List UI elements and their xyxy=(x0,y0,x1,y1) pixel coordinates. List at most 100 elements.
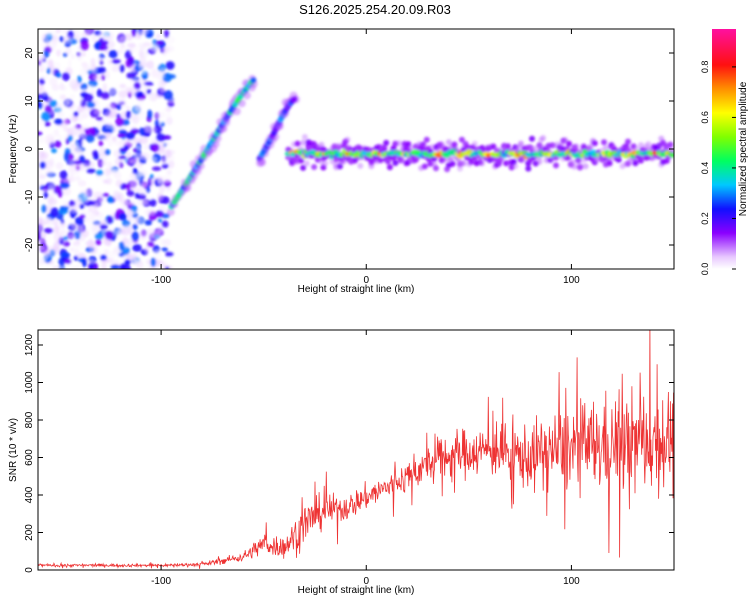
spectrogram-cell xyxy=(70,143,75,148)
spectrogram-cell xyxy=(105,73,111,80)
spectrogram-cell xyxy=(337,163,343,170)
spectrogram-cell xyxy=(99,224,108,230)
spectrogram-cell xyxy=(125,110,132,119)
spectrogram-cell xyxy=(118,228,127,234)
spectrogram-cell xyxy=(156,175,164,184)
spectrogram-cell xyxy=(60,229,67,236)
spectrogram-cell xyxy=(43,191,49,199)
spectrogram-cell xyxy=(668,152,674,158)
spectrogram-cell xyxy=(70,53,75,60)
colorbar-tick-label: 0.8 xyxy=(700,61,710,74)
spectrogram-cell xyxy=(95,169,104,176)
spectrogram-cell xyxy=(118,35,129,45)
spectrogram-cell xyxy=(119,147,128,153)
spectrogram-cell xyxy=(232,107,241,116)
spectrogram-cell xyxy=(50,132,58,139)
spectrogram-cell xyxy=(573,143,580,150)
spectrogram-cell xyxy=(137,199,145,206)
spectrogram-cell xyxy=(344,136,351,143)
spectrogram-cell xyxy=(130,252,137,261)
spectrogram-cell xyxy=(165,251,174,257)
spectrogram-cell xyxy=(114,157,123,167)
spectrogram-y-label: Frequency (Hz) xyxy=(8,115,19,184)
spectrogram-cell xyxy=(135,30,146,36)
spectrogram-cell xyxy=(577,164,583,171)
spectrogram-cell xyxy=(146,60,155,70)
spectrogram-cell xyxy=(96,88,103,98)
spectrogram-cell xyxy=(161,247,169,252)
spectrogram-cell xyxy=(566,140,572,147)
spectrogram-cell xyxy=(87,84,95,94)
spectrogram-cell xyxy=(51,148,57,154)
spectrogram-cell xyxy=(97,66,107,74)
spectrogram-cell xyxy=(49,157,54,167)
spectrogram-cell xyxy=(134,217,144,225)
spectrogram-cell xyxy=(61,187,72,196)
spectrogram-cell xyxy=(85,134,95,143)
spectrogram-x-tick-label: 0 xyxy=(363,275,369,286)
spectrogram-cell xyxy=(146,32,153,38)
snr-series-line xyxy=(38,330,674,569)
spectrogram-cell xyxy=(132,243,142,252)
spectrogram-cell xyxy=(41,111,51,122)
spectrogram-cell xyxy=(143,198,149,206)
spectrogram-cell xyxy=(258,158,267,167)
spectrogram-x-label: Height of straight line (km) xyxy=(298,284,415,295)
spectrogram-cell xyxy=(121,254,126,261)
spectrogram-cell xyxy=(76,244,85,249)
spectrogram-cell xyxy=(447,155,454,162)
spectrogram-cell xyxy=(294,140,301,147)
spectrogram-cell xyxy=(66,234,77,239)
spectrogram-cell xyxy=(53,232,64,243)
spectrogram-cell xyxy=(102,82,108,93)
spectrogram-cell xyxy=(38,83,45,92)
spectrogram-cell xyxy=(55,162,64,170)
spectrogram-cell xyxy=(127,215,133,222)
spectrogram-cell xyxy=(127,226,133,235)
spectrogram-cell xyxy=(69,79,79,89)
spectrogram-cell xyxy=(106,215,113,225)
spectrogram-cell xyxy=(98,147,107,157)
snr-panel: -100 0 100 0 200 400 600 800 1000 1200 Height of… xyxy=(8,329,675,596)
spectrogram-cell xyxy=(525,165,532,172)
spectrogram-cell xyxy=(115,179,123,188)
spectrogram-cell xyxy=(74,175,81,182)
snr-x-tick-label: 0 xyxy=(363,576,369,587)
spectrogram-y-ticks: -20 -10 0 10 20 xyxy=(24,47,674,252)
spectrogram-cell xyxy=(45,217,54,226)
spectrogram-cell xyxy=(146,208,157,215)
spectrogram-cell xyxy=(48,194,54,204)
spectrogram-cell xyxy=(144,245,150,254)
spectrogram-cell xyxy=(575,157,582,164)
spectrogram-cell xyxy=(158,80,164,89)
spectrogram-cell xyxy=(147,227,155,232)
spectrogram-cell xyxy=(85,187,93,196)
spectrogram-cell xyxy=(38,131,43,136)
spectrogram-cell xyxy=(45,169,55,176)
spectrogram-cell xyxy=(71,115,78,123)
spectrogram-cell xyxy=(44,121,51,127)
spectrogram-cell xyxy=(87,200,96,206)
spectrogram-cell xyxy=(70,204,77,214)
spectrogram-cell xyxy=(166,169,172,176)
spectrogram-cell xyxy=(62,134,67,143)
spectrogram-cell xyxy=(300,164,307,171)
spectrogram-heatmap xyxy=(38,29,674,269)
spectrogram-cell xyxy=(47,91,52,98)
spectrogram-cell xyxy=(153,101,158,110)
spectrogram-cell xyxy=(582,163,589,170)
spectrogram-cell xyxy=(133,173,138,181)
spectrogram-cell xyxy=(50,65,56,76)
spectrogram-cell xyxy=(161,157,168,165)
spectrogram-cell xyxy=(63,35,73,44)
spectrogram-cell xyxy=(79,213,86,219)
spectrogram-cell xyxy=(151,166,162,171)
spectrogram-cell xyxy=(143,123,149,129)
spectrogram-cell xyxy=(131,231,140,242)
spectrogram-cell xyxy=(56,112,65,117)
spectrogram-cell xyxy=(601,139,607,146)
spectrogram-cell xyxy=(60,85,67,92)
spectrogram-cell xyxy=(70,93,76,99)
spectrogram-cell xyxy=(602,145,609,151)
